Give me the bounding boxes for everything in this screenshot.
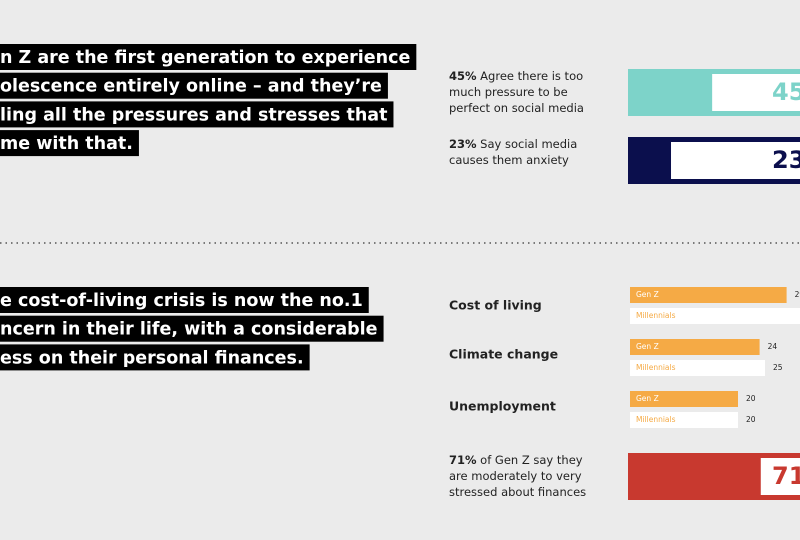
value-label: 20	[746, 394, 756, 403]
headline-box	[0, 44, 417, 70]
stat-line: stressed about finances	[449, 485, 586, 499]
headline-line: olescence entirely online – and they’re	[0, 77, 382, 97]
stat-text: are moderately to very	[449, 469, 582, 483]
stat-bar	[712, 74, 800, 111]
headline-line: n Z are the first generation to experien…	[0, 48, 410, 68]
stat-line: much pressure to be	[449, 85, 568, 99]
headline-box	[0, 287, 369, 313]
headline-line: ess on their personal finances.	[0, 348, 304, 368]
value-label: 25	[773, 363, 783, 372]
headline-box	[0, 344, 310, 371]
stat-bar	[671, 142, 800, 179]
stat-value: 23%	[772, 146, 800, 174]
stat-line: of Gen Z say they	[477, 453, 583, 467]
bar	[630, 391, 738, 407]
stat-line: Say social media	[477, 137, 578, 151]
category-label: Unemployment	[449, 399, 556, 414]
headline-box	[0, 315, 384, 342]
bar	[630, 360, 765, 376]
series-label: Gen Z	[636, 342, 659, 351]
value-label: 29	[795, 290, 800, 299]
stat-value: 71%	[772, 462, 800, 490]
stat-text: 45% Agree there is too	[449, 69, 583, 83]
series-label: Gen Z	[636, 394, 659, 403]
headline-box	[0, 130, 139, 157]
bar	[630, 339, 760, 355]
stat-line: are moderately to very	[449, 469, 582, 483]
series-label: Millennials	[636, 311, 676, 320]
bar	[630, 287, 787, 303]
stat-value-label: 45%	[449, 69, 477, 83]
headline-line: ncern in their life, with a considerable	[0, 320, 378, 340]
headline-line: me with that.	[0, 134, 133, 154]
bar	[630, 308, 800, 324]
category-label: Cost of living	[449, 298, 542, 313]
stat-text: 71% of Gen Z say they	[449, 453, 583, 467]
headline-box	[0, 101, 394, 128]
stat-text: perfect on social media	[449, 101, 584, 115]
stat-line: perfect on social media	[449, 101, 584, 115]
stat-value: 45%	[772, 78, 800, 106]
bar	[630, 412, 738, 428]
stat-line: Agree there is too	[477, 69, 584, 83]
stat-value-label: 71%	[449, 453, 477, 467]
series-label: Millennials	[636, 415, 676, 424]
headline-line: ling all the pressures and stresses that	[0, 105, 387, 125]
category-label: Climate change	[449, 347, 558, 362]
headline-box	[0, 72, 388, 99]
stat-text: stressed about finances	[449, 485, 586, 499]
series-label: Gen Z	[636, 290, 659, 299]
stat-line: causes them anxiety	[449, 153, 569, 167]
value-label: 20	[746, 415, 756, 424]
stat-value-label: 23%	[449, 137, 477, 151]
stat-text: much pressure to be	[449, 85, 568, 99]
headline-line: e cost-of-living crisis is now the no.1	[0, 291, 363, 311]
stat-bar	[760, 458, 800, 495]
series-label: Millennials	[636, 363, 676, 372]
stat-text: causes them anxiety	[449, 153, 569, 167]
value-label: 24	[768, 342, 778, 351]
stat-text: 23% Say social media	[449, 137, 577, 151]
